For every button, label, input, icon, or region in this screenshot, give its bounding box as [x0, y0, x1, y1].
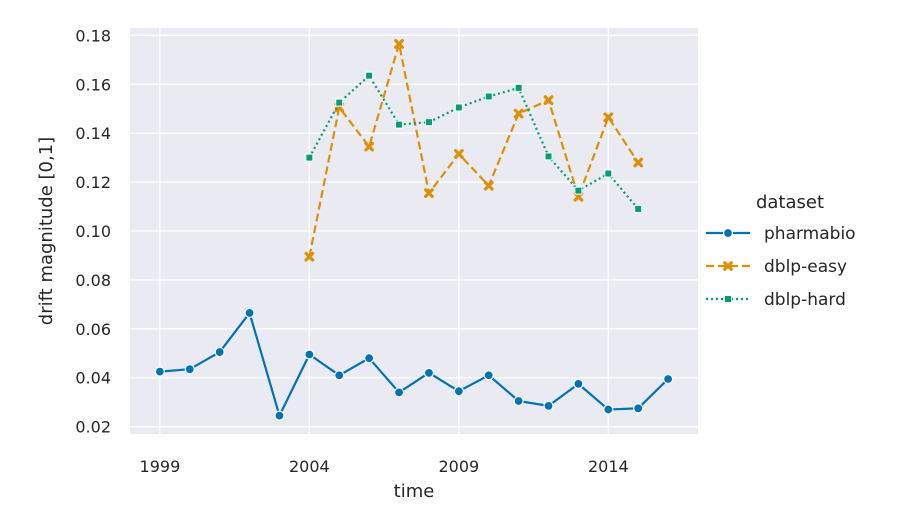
data-point — [424, 188, 434, 198]
data-point — [573, 378, 584, 389]
legend-marker — [724, 295, 732, 303]
legend-item-pharmabio: pharmabio — [706, 224, 856, 244]
data-point — [453, 386, 464, 397]
legend-marker — [723, 261, 733, 271]
legend: dataset pharmabio dblp-easy dblp-hard — [706, 192, 856, 310]
data-point — [604, 169, 613, 178]
legend-marker — [722, 227, 734, 239]
series-line — [308, 74, 640, 210]
data-point — [483, 180, 494, 191]
x-tick-labels: 1999 2004 2009 2014 — [140, 457, 629, 476]
data-point — [154, 366, 165, 377]
data-point — [454, 103, 463, 112]
data-point — [453, 149, 464, 159]
legend-item-dblp-hard: dblp-hard — [706, 290, 846, 310]
data-point — [214, 346, 225, 358]
y-tick-label: 0.04 — [75, 369, 111, 388]
y-tick-label: 0.02 — [75, 418, 111, 437]
y-axis-label: drift magnitude [0,1] — [36, 137, 57, 325]
x-tick-label: 1999 — [140, 457, 181, 476]
data-point — [274, 410, 285, 421]
data-point — [633, 157, 644, 168]
data-point — [424, 118, 433, 127]
x-tick-label: 2009 — [438, 457, 479, 476]
data-point — [393, 387, 405, 398]
series-line — [159, 311, 669, 417]
legend-label: dblp-easy — [764, 257, 847, 277]
data-point — [574, 186, 583, 195]
data-point — [514, 83, 523, 92]
legend-item-dblp-easy: dblp-easy — [706, 257, 847, 277]
data-point — [543, 95, 554, 106]
data-point — [365, 71, 374, 80]
data-point — [603, 112, 614, 123]
data-point — [304, 251, 315, 262]
y-tick-label: 0.12 — [75, 173, 111, 192]
x-axis-label: time — [394, 481, 435, 502]
y-tick-label: 0.18 — [75, 26, 111, 45]
data-point — [543, 400, 554, 411]
data-point — [423, 367, 435, 378]
data-point — [663, 373, 674, 385]
y-tick-label: 0.06 — [75, 320, 111, 339]
x-tick-label: 2014 — [588, 457, 629, 476]
y-tick-labels: 0.02 0.04 0.06 0.08 0.10 0.12 0.14 0.16 0.18 — [75, 26, 111, 436]
data-point — [364, 141, 375, 152]
y-tick-label: 0.10 — [75, 222, 111, 241]
data-point — [544, 152, 553, 161]
data-point — [334, 370, 345, 381]
legend-title: dataset — [756, 192, 824, 213]
series-line — [308, 42, 640, 257]
data-point — [603, 404, 614, 415]
data-point — [513, 395, 524, 407]
series-pharmabio — [154, 307, 674, 421]
data-point — [305, 153, 314, 162]
data-point — [634, 204, 643, 213]
data-point — [304, 349, 315, 360]
data-point — [394, 38, 404, 49]
data-point — [395, 120, 404, 129]
data-point — [484, 92, 493, 101]
series-dblp-hard — [305, 71, 643, 213]
data-point — [335, 98, 344, 107]
data-point — [184, 364, 195, 375]
y-tick-label: 0.08 — [75, 271, 111, 290]
legend-label: pharmabio — [764, 224, 856, 244]
x-tick-label: 2004 — [289, 457, 330, 476]
series-dblp-easy — [304, 38, 644, 262]
data-point — [364, 353, 375, 364]
data-point — [483, 370, 494, 381]
y-tick-label: 0.16 — [75, 75, 111, 94]
data-point — [244, 307, 255, 319]
data-point — [513, 108, 524, 119]
series-layer — [154, 38, 674, 421]
legend-label: dblp-hard — [764, 290, 846, 310]
data-point — [633, 403, 644, 414]
y-tick-label: 0.14 — [75, 124, 111, 143]
